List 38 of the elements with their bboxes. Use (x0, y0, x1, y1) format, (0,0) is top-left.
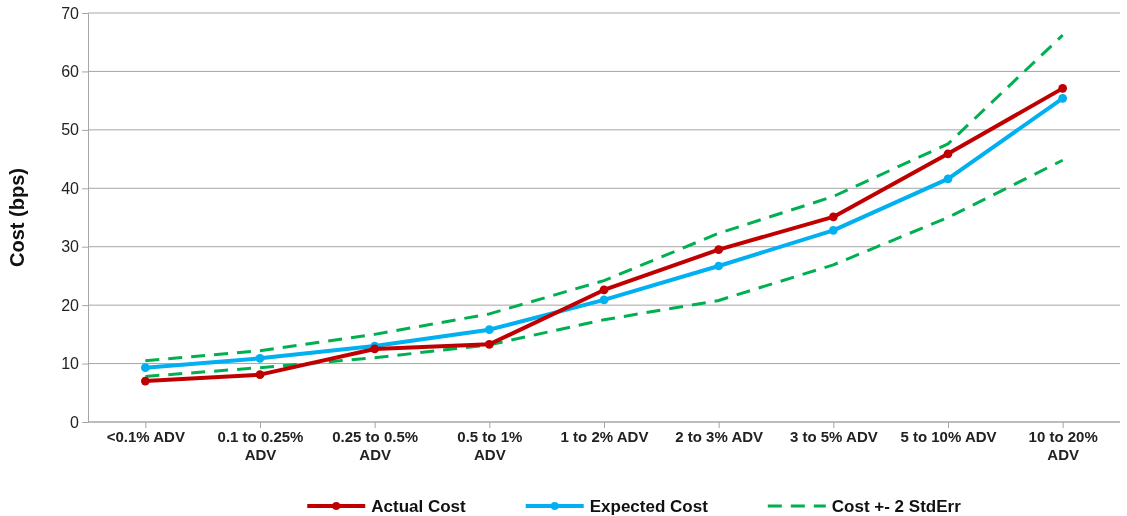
y-tick-label: 20 (61, 296, 80, 314)
point (484, 339, 494, 349)
x-tick-label: 0.25 to 0.5% ADV (332, 428, 419, 463)
y-tick-label: 40 (61, 179, 80, 197)
legend-label: Cost +- 2 StdErr (831, 497, 962, 516)
point (943, 149, 953, 159)
point (828, 212, 838, 222)
x-tick-label: 5 to 10% ADV (900, 428, 997, 445)
point (599, 295, 609, 305)
line-series (143, 33, 1065, 363)
x-tick-label: 0.1 to 0.25% ADV (217, 428, 304, 463)
x-tick-label: 1 to 2% ADV (560, 428, 649, 445)
y-tick-label: 60 (61, 63, 80, 81)
point (484, 325, 494, 335)
x-tick-label: 2 to 3% ADV (675, 428, 764, 445)
legend-label: Actual Cost (371, 497, 467, 516)
point (255, 353, 265, 363)
point (140, 376, 150, 386)
x-tick-label: <0.1% ADV (106, 428, 185, 445)
x-tick-label: 0.5 to 1% ADV (457, 428, 523, 463)
point (714, 245, 724, 254)
point (140, 363, 150, 373)
point (1058, 84, 1068, 93)
y-tick-label: 30 (61, 238, 80, 256)
point (255, 370, 265, 380)
y-tick-label: 50 (61, 121, 80, 139)
x-tick-label: 10 to 20% ADV (1028, 428, 1098, 463)
y-tick-label: 0 (70, 413, 80, 431)
point (943, 174, 953, 184)
y-tick-label: 10 (61, 355, 80, 373)
y-axis-title: Cost (bps) (6, 168, 28, 267)
point (599, 285, 609, 295)
legend-label: Expected Cost (589, 497, 709, 516)
x-tick-label: 3 to 5% ADV (789, 428, 878, 445)
point (714, 261, 724, 271)
point (828, 225, 838, 235)
point (1058, 93, 1068, 103)
y-tick-label: 70 (61, 4, 80, 22)
